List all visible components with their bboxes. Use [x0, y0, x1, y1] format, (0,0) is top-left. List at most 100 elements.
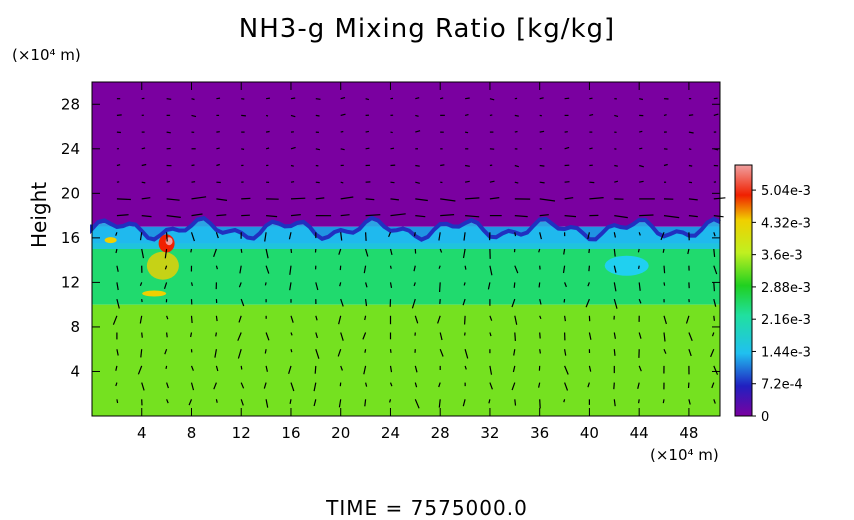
wind-vector	[639, 399, 640, 403]
wind-vector	[689, 115, 693, 116]
wind-vector	[465, 166, 470, 167]
wind-vector	[166, 366, 167, 369]
left-spot	[105, 237, 117, 243]
wind-vector	[540, 399, 541, 408]
x-tick-label: 24	[381, 424, 400, 442]
wind-vector	[415, 232, 416, 236]
wind-vector	[291, 166, 294, 167]
wind-vector	[664, 266, 665, 274]
wind-vector	[714, 282, 715, 291]
x-tick-label: 20	[331, 424, 350, 442]
wind-vector	[564, 299, 565, 302]
wind-vector	[192, 99, 195, 100]
wind-vector	[167, 333, 168, 338]
wind-vector	[614, 383, 615, 390]
wind-vector	[465, 266, 466, 270]
wind-vector	[291, 249, 292, 253]
colorbar-label: 2.88e-3	[761, 281, 811, 296]
colorbar-label: 3.6e-3	[761, 249, 803, 264]
wind-vector	[366, 148, 370, 149]
wind-vector	[639, 148, 642, 149]
wind-vector	[117, 399, 118, 403]
wind-vector	[639, 99, 643, 100]
wind-vector	[265, 282, 266, 285]
wind-vector	[515, 115, 519, 116]
wind-vector	[663, 399, 664, 403]
wind-vector	[341, 132, 344, 133]
wind-vector	[565, 98, 570, 99]
colorbar-label: 2.16e-3	[761, 313, 811, 328]
wind-vector	[241, 366, 242, 370]
layer-upper	[92, 82, 720, 227]
cyan-patch	[605, 256, 649, 276]
colorbar-label: 1.44e-3	[761, 345, 811, 360]
wind-vector	[465, 316, 466, 325]
wind-vector	[663, 249, 664, 253]
wind-vector	[216, 399, 217, 403]
wind-vector	[192, 165, 195, 166]
colorbar-label: 5.04e-3	[761, 184, 811, 199]
y-tick-label: 28	[61, 95, 80, 113]
wind-vector	[714, 249, 715, 257]
wind-vector	[415, 166, 419, 167]
hotspot-halo	[147, 252, 179, 280]
wind-vector	[142, 182, 146, 183]
wind-vector	[589, 98, 592, 99]
wind-vector	[216, 316, 217, 321]
wind-vector	[266, 115, 268, 116]
wind-vector	[391, 349, 392, 353]
wind-vector	[589, 249, 590, 253]
wind-vector	[341, 182, 344, 183]
wind-vector	[440, 98, 443, 99]
wind-vector	[689, 149, 691, 150]
wind-vector	[465, 333, 466, 336]
x-tick-label: 4	[137, 424, 147, 442]
wind-vector	[515, 132, 518, 133]
wind-vector	[366, 131, 369, 132]
wind-vector	[664, 115, 667, 116]
wind-vector	[465, 132, 468, 133]
wind-vector	[192, 182, 196, 183]
wind-vector	[241, 198, 250, 199]
secondary-spot	[142, 291, 166, 297]
colorbar: 5.04e-3 4.32e-3 3.6e-3 2.88e-3 2.16e-3 1.44e-…	[735, 165, 811, 425]
wind-vector	[638, 249, 639, 252]
wind-vector	[465, 98, 470, 99]
wind-vector	[167, 132, 171, 133]
wind-vector	[266, 148, 269, 149]
wind-vector	[639, 131, 642, 132]
x-tick-label: 40	[580, 424, 599, 442]
wind-vector	[614, 349, 615, 356]
colorbar-label: 0	[761, 410, 769, 425]
wind-vector	[241, 249, 242, 253]
wind-vector	[192, 316, 193, 323]
wind-vector	[391, 148, 395, 149]
wind-vector	[291, 182, 294, 183]
x-tick-label: 32	[480, 424, 499, 442]
wind-vector	[515, 333, 516, 341]
y-tick-label: 20	[61, 184, 80, 202]
wind-vector	[589, 115, 593, 116]
wind-vector	[539, 282, 540, 287]
wind-vector	[391, 266, 392, 269]
wind-vector	[515, 232, 516, 236]
wind-vector	[540, 333, 541, 339]
wind-vector	[216, 148, 219, 149]
wind-vector	[639, 215, 653, 216]
wind-vector	[440, 165, 444, 166]
y-tick-label: 8	[70, 318, 80, 336]
wind-vector	[191, 249, 192, 252]
wind-vector	[167, 181, 170, 182]
wind-vector	[540, 131, 544, 132]
x-tick-label: 48	[679, 424, 698, 442]
wind-vector	[391, 132, 393, 133]
wind-vector	[316, 99, 321, 100]
colorbar-label: 7.2e-4	[761, 378, 803, 393]
wind-vector	[440, 282, 441, 292]
colorbar-label: 4.32e-3	[761, 216, 811, 231]
wind-vector	[216, 98, 220, 99]
wind-vector	[216, 215, 226, 216]
wind-vector	[291, 98, 295, 99]
wind-vector	[117, 199, 131, 200]
